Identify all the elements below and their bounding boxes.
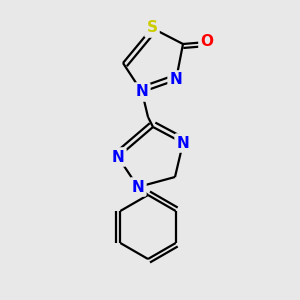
Text: S: S bbox=[146, 20, 158, 35]
Text: N: N bbox=[169, 73, 182, 88]
Text: N: N bbox=[177, 136, 189, 151]
Text: N: N bbox=[132, 179, 144, 194]
Text: N: N bbox=[136, 85, 148, 100]
Text: N: N bbox=[112, 149, 124, 164]
Text: O: O bbox=[200, 34, 214, 50]
